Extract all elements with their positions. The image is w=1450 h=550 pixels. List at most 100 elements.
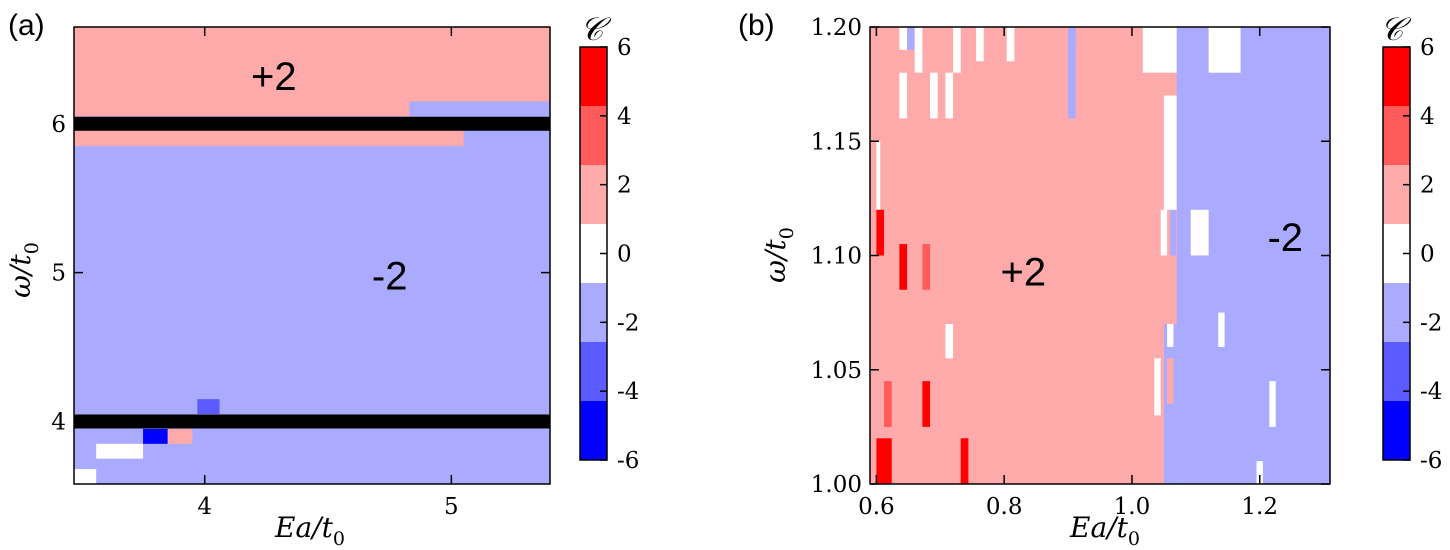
- heatmap-cell: [1167, 324, 1174, 347]
- x-tick-label: 0.8: [986, 494, 1023, 520]
- x-tick-label: 1.2: [1241, 494, 1278, 520]
- heatmap-cell: [1068, 27, 1076, 119]
- x-tick-label: 5: [444, 494, 459, 520]
- colorbar-tick-label: 4: [1420, 104, 1435, 130]
- y-axis-label-group: ω/t0: [759, 227, 798, 283]
- heatmap-cell: [922, 244, 931, 290]
- colorbar-tick-label: 2: [617, 173, 632, 199]
- region-annotation: +2: [1001, 250, 1047, 294]
- colorbar-segment: [1383, 283, 1410, 343]
- colorbar-tick-label: -6: [1420, 448, 1442, 474]
- panel-b: +2-20.6 0.8 1.0 1.21.001.051.101.151.20Ea/t…: [738, 9, 1442, 550]
- heatmap-cell: [1190, 209, 1199, 256]
- heatmap-cell: [197, 399, 220, 415]
- y-tick-label: 1.00: [811, 472, 862, 498]
- colorbar: 6 4 2 0 -2 -4 -6 𝒞: [579, 10, 639, 474]
- heatmap-cell: [945, 324, 954, 359]
- heatmap-cell: [143, 428, 168, 444]
- heatmap-cell: [899, 72, 908, 119]
- y-tick-label: 4: [51, 409, 66, 435]
- colorbar-tick-label: 0: [617, 242, 632, 268]
- heatmap-cell: [884, 381, 892, 427]
- heatmap-cell: [945, 72, 954, 119]
- panel-label: (b): [738, 9, 775, 42]
- plot-frame: [73, 26, 551, 485]
- y-tick-label: 5: [51, 261, 66, 287]
- region-annotation: -2: [372, 255, 408, 299]
- heatmap-cell: [1160, 209, 1168, 256]
- region-annotation: +2: [251, 55, 297, 99]
- heatmap-cell: [1208, 27, 1241, 73]
- colorbar-segment: [580, 106, 607, 166]
- colorbar-tick-label: 6: [617, 35, 632, 61]
- heatmap-cell: [876, 141, 881, 210]
- colorbar-segment: [580, 401, 607, 461]
- colorbar-label: 𝒞: [580, 10, 612, 48]
- colorbar: 6 4 2 0 -2 -4 -6 𝒞: [1380, 10, 1442, 474]
- colorbar-segment: [1383, 47, 1410, 107]
- heatmap-cell: [922, 381, 931, 427]
- heatmap-cell: [907, 27, 915, 50]
- y-tick-label: 1.05: [811, 358, 862, 384]
- x-tick-label: 0.6: [858, 494, 895, 520]
- colorbar-segment: [580, 165, 607, 225]
- heatmap-cell: [899, 27, 908, 50]
- colorbar-segment: [580, 47, 607, 107]
- colorbar-tick-label: 0: [1420, 242, 1435, 268]
- gap-line: [74, 116, 550, 131]
- colorbar-tick-label: -4: [617, 379, 639, 405]
- colorbar-segment: [580, 342, 607, 402]
- x-tick-label: 4: [197, 494, 212, 520]
- colorbar-segment: [1383, 342, 1410, 402]
- heatmap-cell: [1218, 312, 1225, 347]
- plot-area: +2 -2: [74, 27, 550, 484]
- y-tick-label: 1.20: [811, 15, 862, 41]
- panel-a: +2 -2 4 5 4 5 6 Ea/t0 ω/t0 (a) 6 4 2 0 -2 -4 -6 𝒞: [4, 9, 639, 550]
- heatmap-cell: [930, 72, 938, 119]
- x-axis-label-group: Ea/t0: [274, 511, 345, 550]
- heatmap-cell: [899, 244, 908, 290]
- heatmap-cell: [876, 438, 892, 484]
- heatmap-cell: [1167, 358, 1174, 405]
- colorbar-tick-label: -2: [617, 310, 639, 336]
- heatmap-cell: [1269, 381, 1276, 427]
- y-axis-label: ω/t0: [4, 242, 43, 298]
- colorbar-tick-label: 6: [1420, 35, 1435, 61]
- heatmap-cell: [1154, 358, 1161, 416]
- colorbar-tick-label: -2: [1420, 310, 1442, 336]
- colorbar-tick-label: -4: [1420, 379, 1442, 405]
- heatmap-cell: [96, 443, 144, 459]
- heatmap-cell: [74, 469, 97, 484]
- colorbar-label: 𝒞: [1380, 10, 1412, 48]
- heatmap-cell: [914, 27, 923, 73]
- heatmap-cell: [876, 209, 885, 256]
- colorbar-tick-label: 4: [617, 104, 632, 130]
- colorbar-segment: [1383, 401, 1410, 461]
- heatmap-cell: [1170, 209, 1177, 256]
- y-tick-label: 1.10: [811, 244, 862, 270]
- region-annotation: -2: [1267, 216, 1303, 260]
- heatmap-cell: [1198, 209, 1209, 256]
- colorbar-tick-label: -6: [617, 448, 639, 474]
- colorbar-segment: [580, 283, 607, 343]
- y-tick-label: 1.15: [811, 129, 862, 155]
- y-axis-label: ω/t0: [759, 227, 798, 283]
- plot-area: +2 -2: [870, 27, 1330, 484]
- gap-line: [74, 414, 550, 429]
- heatmap-cell: [953, 27, 961, 73]
- x-tick-label: 1.0: [1114, 494, 1151, 520]
- y-tick-label: 6: [51, 112, 66, 138]
- colorbar-tick-label: 2: [1420, 173, 1435, 199]
- heatmap-cell: [976, 27, 984, 62]
- heatmap-cell: [1142, 27, 1177, 73]
- heatmap-cell: [1256, 461, 1263, 484]
- x-axis-label: Ea/t0: [274, 511, 345, 550]
- colorbar-segment: [1383, 165, 1410, 225]
- heatmap-cell: [167, 428, 193, 444]
- heatmap-cell: [960, 438, 969, 484]
- heatmap-cell: [1006, 27, 1015, 62]
- heatmap-cell: [1163, 95, 1177, 210]
- heatmap-cell: [409, 101, 550, 117]
- y-axis-label-group: ω/t0: [4, 242, 43, 298]
